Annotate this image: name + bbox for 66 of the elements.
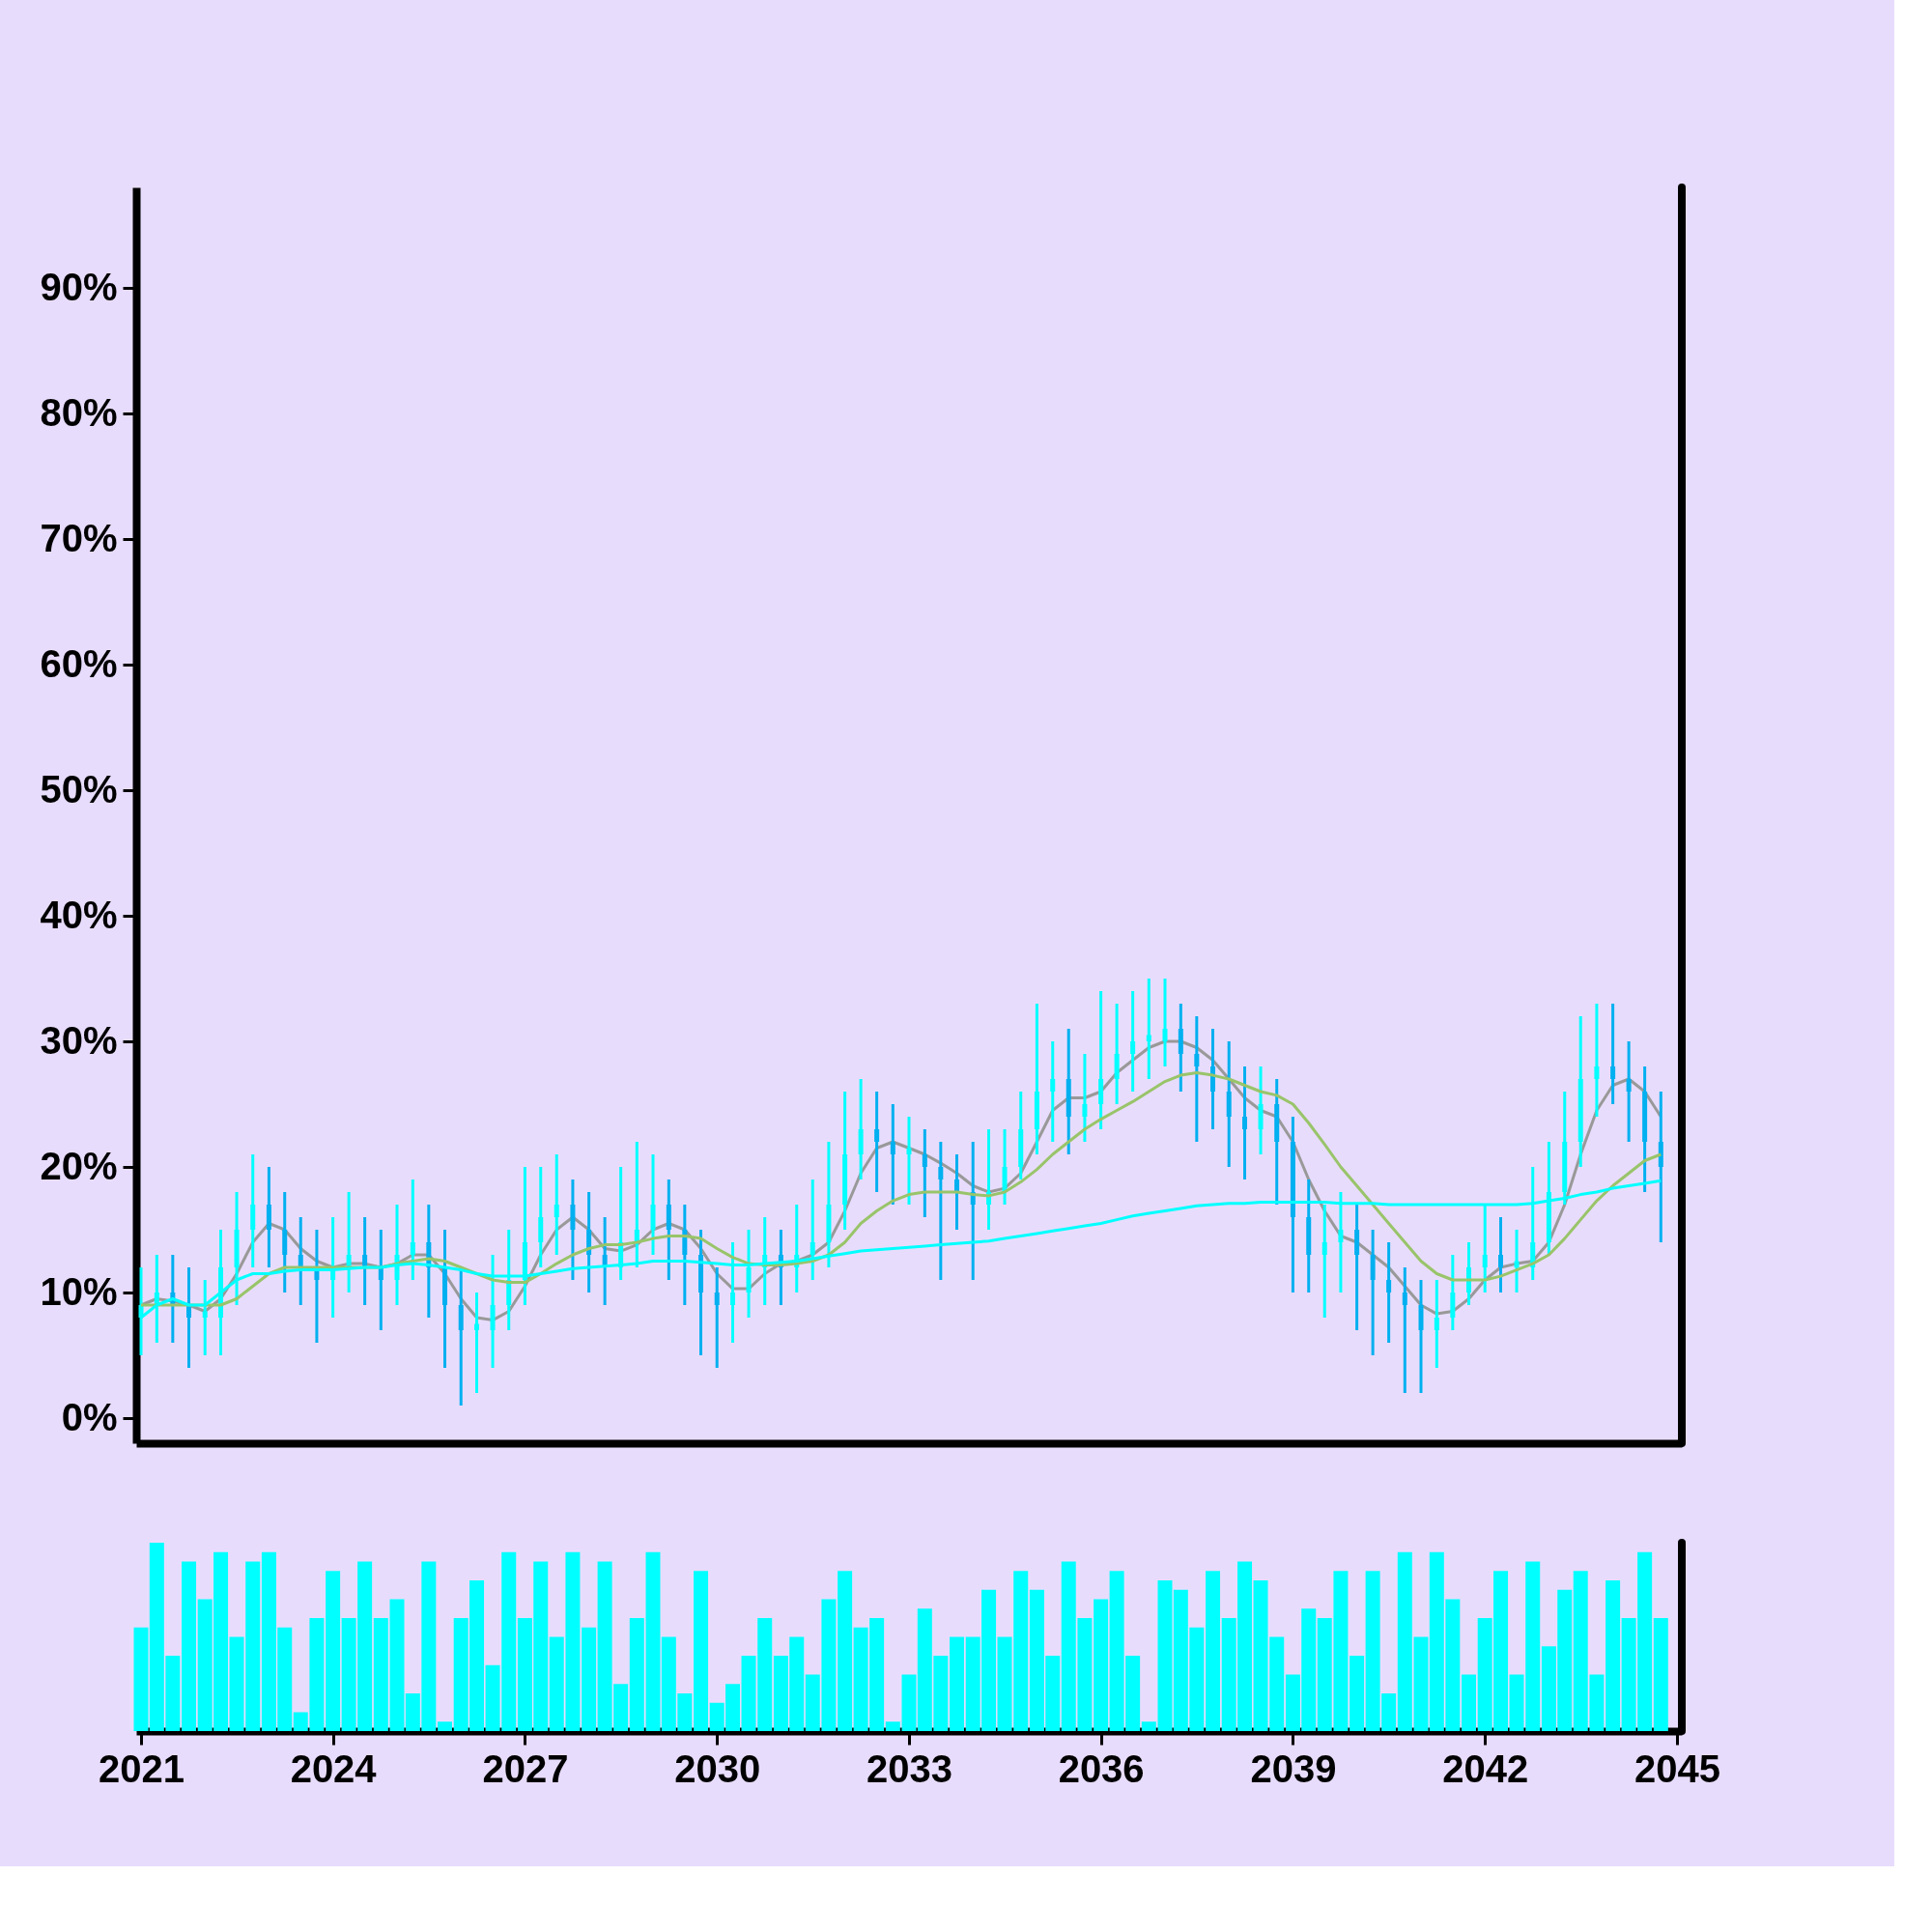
y-tick-label: 90% (40, 265, 118, 308)
candlestick (1050, 1041, 1056, 1142)
candlestick (1162, 979, 1168, 1066)
x-tick-label: 2042 (1442, 1747, 1529, 1790)
y-tick-label: 20% (40, 1144, 118, 1187)
candlestick (554, 1154, 559, 1255)
bar (438, 1721, 453, 1731)
x-tick-label: 2021 (99, 1747, 185, 1790)
bar (629, 1618, 644, 1731)
y-tick-label: 60% (40, 641, 118, 685)
candlestick (1626, 1041, 1632, 1142)
bar (950, 1636, 965, 1731)
bar (326, 1571, 341, 1731)
y-tick-label: 40% (40, 893, 118, 936)
bar (1397, 1551, 1412, 1731)
bar (885, 1721, 900, 1731)
bar (582, 1627, 597, 1731)
candlestick (474, 1293, 480, 1393)
x-tick-label: 2033 (867, 1747, 952, 1790)
bar (838, 1571, 853, 1731)
candlestick (714, 1267, 720, 1368)
x-tick-label: 2024 (290, 1747, 378, 1790)
bar (1462, 1674, 1477, 1731)
candlestick (362, 1217, 368, 1305)
candlestick (1594, 1004, 1600, 1117)
candlestick (906, 1117, 912, 1205)
y-tick-label: 50% (40, 767, 118, 810)
bar (1350, 1656, 1365, 1731)
candlestick (1082, 1054, 1088, 1142)
candlestick (298, 1217, 303, 1305)
candlestick (1242, 1066, 1248, 1179)
candlestick (1402, 1267, 1407, 1393)
candlestick (890, 1104, 895, 1205)
x-tick-label: 2045 (1634, 1747, 1720, 1790)
y-tick-label: 80% (40, 390, 118, 434)
y-tick-label: 30% (40, 1018, 118, 1062)
candlestick (1498, 1217, 1504, 1293)
y-tick-label: 70% (40, 516, 118, 559)
candlestick (922, 1129, 927, 1217)
candlestick (1146, 979, 1151, 1079)
candlestick (1514, 1230, 1520, 1293)
candlestick (1194, 1016, 1200, 1142)
candlestick (346, 1192, 352, 1293)
y-tick-label: 0% (61, 1395, 118, 1438)
x-tick-label: 2039 (1250, 1747, 1337, 1790)
bar (1605, 1580, 1621, 1731)
candlestick (1130, 991, 1136, 1092)
candlestick (1482, 1205, 1488, 1293)
candlestick (938, 1142, 944, 1280)
bar (1653, 1618, 1668, 1731)
bar (1141, 1721, 1156, 1731)
candlestick (1386, 1242, 1392, 1343)
x-tick-label: 2036 (1058, 1747, 1145, 1790)
candlestick (1610, 1004, 1616, 1104)
bar (1094, 1599, 1109, 1731)
candlestick (954, 1154, 960, 1230)
bar (1206, 1571, 1221, 1731)
candlestick (1338, 1192, 1344, 1293)
candlestick (874, 1092, 880, 1192)
bar (694, 1571, 709, 1731)
y-tick-label: 10% (40, 1269, 118, 1313)
x-tick-label: 2027 (482, 1747, 569, 1790)
x-tick-label: 2030 (674, 1747, 761, 1790)
bar (182, 1561, 197, 1731)
candlestick (1434, 1280, 1439, 1368)
bar (373, 1618, 388, 1731)
